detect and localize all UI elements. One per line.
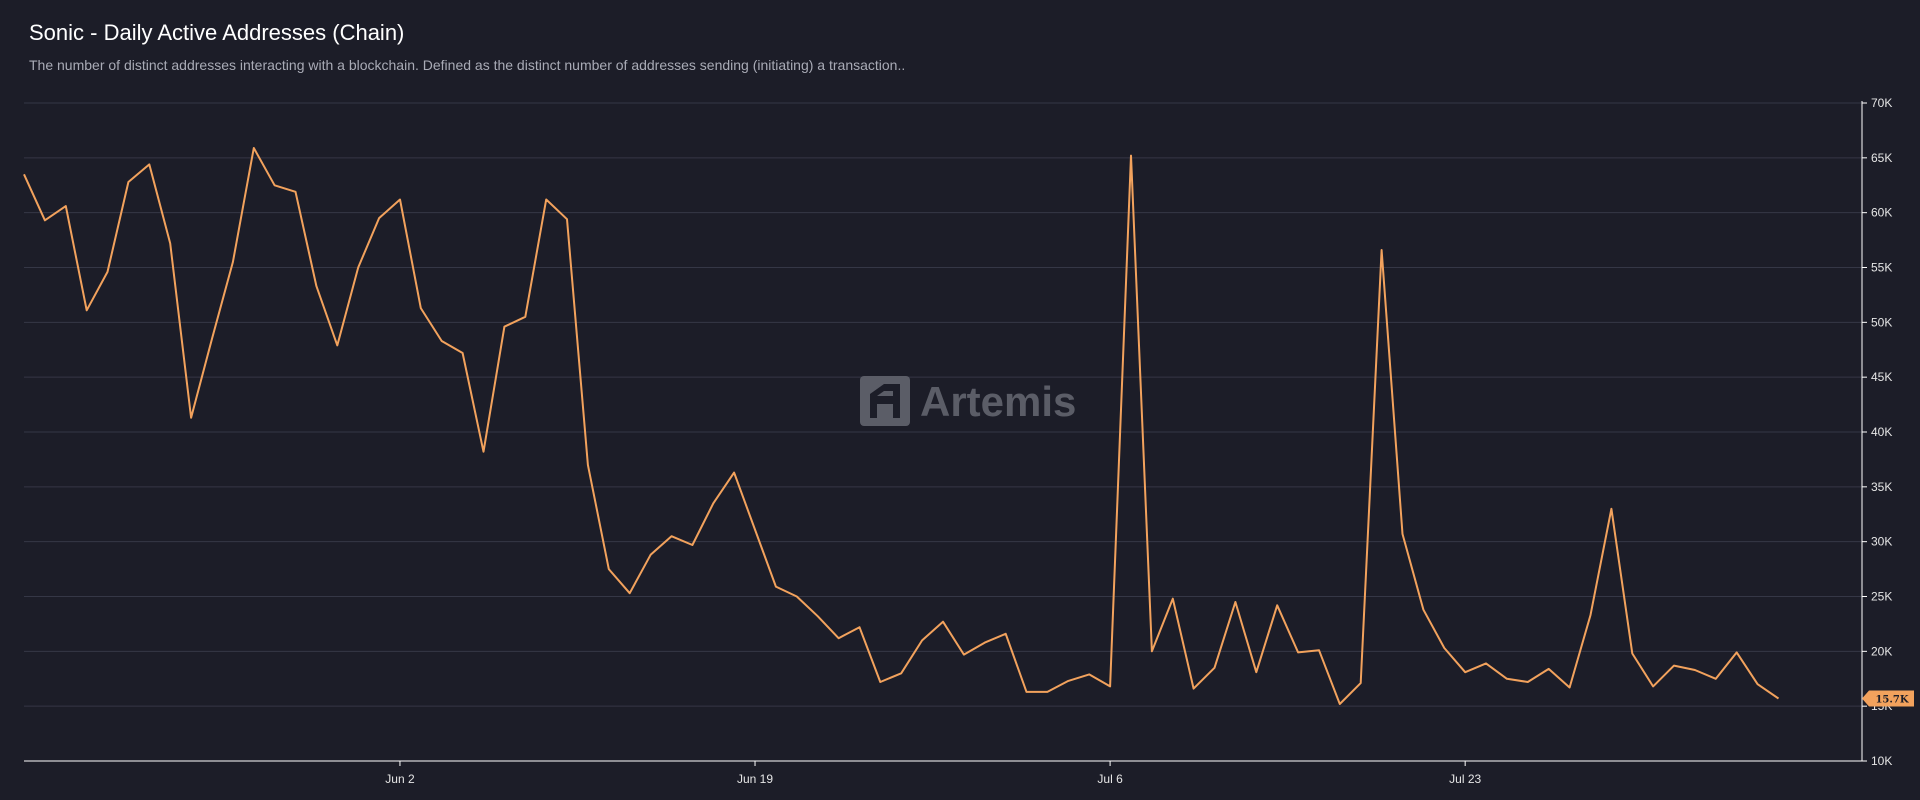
chart-subtitle: The number of distinct addresses interac… <box>29 57 906 73</box>
y-tick-label: 35K <box>1871 480 1892 494</box>
last-value-badge <box>1862 690 1914 707</box>
y-tick-label: 50K <box>1871 315 1892 329</box>
chart-title: Sonic - Daily Active Addresses (Chain) <box>29 20 405 45</box>
watermark-text: Artemis <box>920 378 1076 425</box>
x-tick-label: Jun 2 <box>385 772 415 786</box>
y-tick-label: 70K <box>1871 96 1892 110</box>
y-tick-label: 25K <box>1871 590 1892 604</box>
y-tick-label: 30K <box>1871 535 1892 549</box>
y-tick-label: 55K <box>1871 261 1892 275</box>
y-tick-label: 20K <box>1871 644 1892 658</box>
last-value-label: 15.7K <box>1875 694 1908 705</box>
y-tick-label: 45K <box>1871 370 1892 384</box>
y-tick-label: 65K <box>1871 151 1892 165</box>
series-group <box>23 147 1780 705</box>
x-tick-label: Jun 19 <box>737 772 773 786</box>
x-axis: Jun 2 Jun 19 Jul 6 Jul 23 <box>24 760 1862 786</box>
y-axis: 10K15K20K25K30K35K40K45K50K55K60K65K70K <box>1861 96 1892 768</box>
x-tick-label: Jul 6 <box>1097 772 1123 786</box>
grid-lines <box>24 102 1862 707</box>
artemis-watermark: Artemis <box>860 376 1076 426</box>
y-tick-label: 40K <box>1871 425 1892 439</box>
x-tick-label: Jul 23 <box>1449 772 1481 786</box>
y-tick-label: 10K <box>1871 754 1892 768</box>
artemis-logo-mark <box>870 384 900 418</box>
last-value-marker: 15.7K <box>1862 690 1914 707</box>
y-tick-label: 60K <box>1871 206 1892 220</box>
